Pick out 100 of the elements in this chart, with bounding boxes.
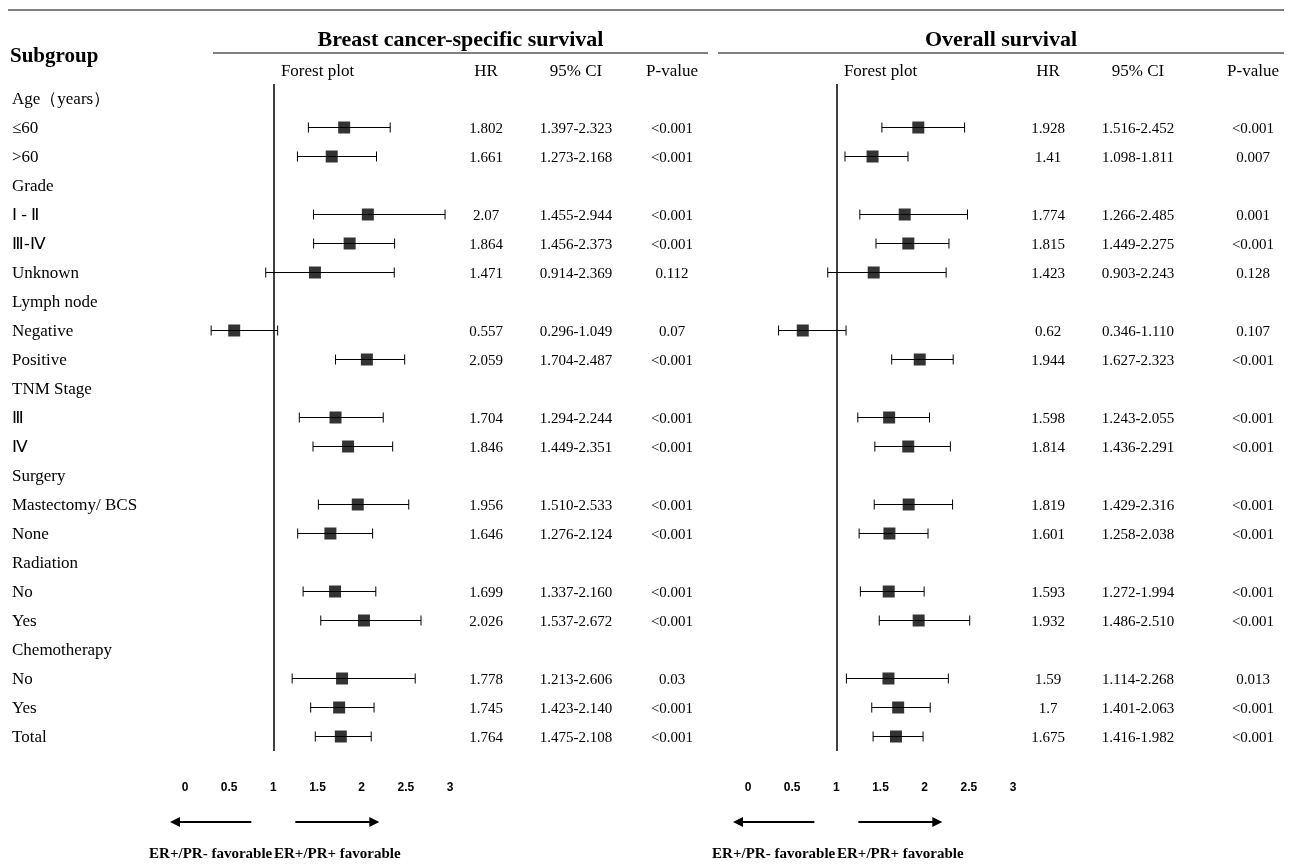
y-tick-label: Negative	[12, 321, 74, 340]
y-tick-label: TNM Stage	[12, 379, 92, 398]
text: 95% CI	[1111, 60, 1165, 80]
text: 1.272-1.994	[1101, 583, 1175, 600]
point	[325, 150, 338, 163]
text: <0.001	[1231, 351, 1275, 368]
text: HR	[1036, 60, 1061, 80]
x-tick-label: 0	[744, 780, 752, 794]
y-tick-label: None	[12, 524, 49, 543]
text: 1.266-2.485	[1101, 206, 1175, 223]
y-tick-label: >60	[12, 147, 39, 166]
data-label: 1.814	[1031, 438, 1066, 455]
text: 0.112	[655, 264, 689, 281]
data-label: 1.745	[469, 699, 503, 716]
text: HR	[474, 60, 499, 80]
text: 0.007	[1236, 148, 1271, 165]
point	[913, 353, 926, 366]
data-label: 1.864	[469, 235, 504, 252]
y-tick-label: No	[12, 582, 33, 601]
y-tick-label: Unknown	[12, 263, 80, 282]
text: ER+/PR+ favorable	[837, 845, 964, 861]
y-tick-label: Yes	[12, 611, 37, 630]
x-tick-label: 1.5	[872, 780, 890, 794]
data-label: 1.932	[1031, 612, 1065, 629]
text: <0.001	[650, 351, 694, 368]
point	[889, 730, 902, 743]
data-label: 1.699	[469, 583, 503, 600]
text: 1.294-2.244	[539, 409, 613, 426]
data-label: 1.646	[469, 525, 504, 542]
text: 1.475-2.108	[539, 728, 613, 745]
y-tick-label: Lymph node	[12, 292, 98, 311]
chart-title: Breast cancer-specific survival	[317, 25, 604, 51]
point	[882, 585, 895, 598]
point	[912, 614, 925, 627]
point	[796, 324, 809, 337]
y-tick-label: Chemotherapy	[12, 640, 113, 659]
text: 0.03	[658, 670, 686, 687]
data-label: 1.661	[469, 148, 503, 165]
text: <0.001	[650, 119, 694, 136]
text: 1.510-2.533	[539, 496, 613, 513]
text: 1.516-2.452	[1101, 119, 1175, 136]
text: 1.114-2.268	[1102, 670, 1174, 687]
point	[892, 701, 905, 714]
text: 1.243-2.055	[1101, 409, 1175, 426]
y-tick-label: No	[12, 669, 33, 688]
text: <0.001	[1231, 525, 1275, 542]
point	[343, 237, 356, 250]
text: 1.455-2.944	[539, 206, 613, 223]
point	[912, 121, 925, 134]
data-label: 1.802	[469, 119, 503, 136]
text: <0.001	[1231, 612, 1275, 629]
text: 0.001	[1236, 206, 1270, 223]
data-label: 1.778	[469, 670, 503, 687]
x-tick-label: 2	[921, 780, 929, 794]
text: <0.001	[1231, 119, 1275, 136]
x-tick-label: 2.5	[960, 780, 978, 794]
text: <0.001	[1231, 699, 1275, 716]
data-label: 1.471	[469, 264, 503, 281]
point	[228, 324, 241, 337]
data-label: 2.026	[469, 612, 504, 629]
point	[329, 411, 342, 424]
text: ER+/PR+ favorable	[274, 845, 401, 861]
text: 1.213-2.606	[539, 670, 613, 687]
point	[361, 208, 374, 221]
y-tick-label: ≤60	[12, 118, 39, 137]
point	[338, 121, 351, 134]
data-label: 2.07	[472, 206, 500, 223]
data-label: 0.62	[1034, 322, 1062, 339]
text: 1.397-2.323	[539, 119, 613, 136]
x-tick-label: 0	[181, 780, 189, 794]
point	[324, 527, 337, 540]
point	[329, 585, 342, 598]
text: P-value	[1227, 60, 1279, 80]
text: 0.914-2.369	[539, 264, 613, 281]
text: Forest plot	[280, 60, 355, 80]
text: <0.001	[650, 206, 694, 223]
text: <0.001	[650, 612, 694, 629]
text: 1.456-2.373	[539, 235, 613, 252]
text: 1.416-1.982	[1101, 728, 1175, 745]
text: <0.001	[650, 235, 694, 252]
data-label: 2.059	[469, 351, 503, 368]
y-tick-label: Radiation	[12, 553, 79, 572]
point	[902, 498, 915, 511]
text: 1.423-2.140	[539, 699, 613, 716]
data-label: 1.764	[469, 728, 504, 745]
x-tick-label: 0.5	[783, 780, 801, 794]
y-axis-title: Subgroup	[10, 43, 99, 67]
point	[360, 353, 373, 366]
text: ER+/PR- favorable	[149, 845, 273, 861]
text: 0.903-2.243	[1101, 264, 1175, 281]
x-tick-label: 2.5	[397, 780, 415, 794]
y-tick-label: Ⅰ - Ⅱ	[12, 205, 40, 224]
text: 1.337-2.160	[539, 583, 613, 600]
point	[902, 440, 915, 453]
x-tick-label: 2	[358, 780, 366, 794]
point	[334, 730, 347, 743]
data-label: 1.601	[1031, 525, 1065, 542]
data-label: 1.774	[1031, 206, 1066, 223]
y-tick-label: Ⅳ	[12, 437, 28, 456]
point	[336, 672, 349, 685]
